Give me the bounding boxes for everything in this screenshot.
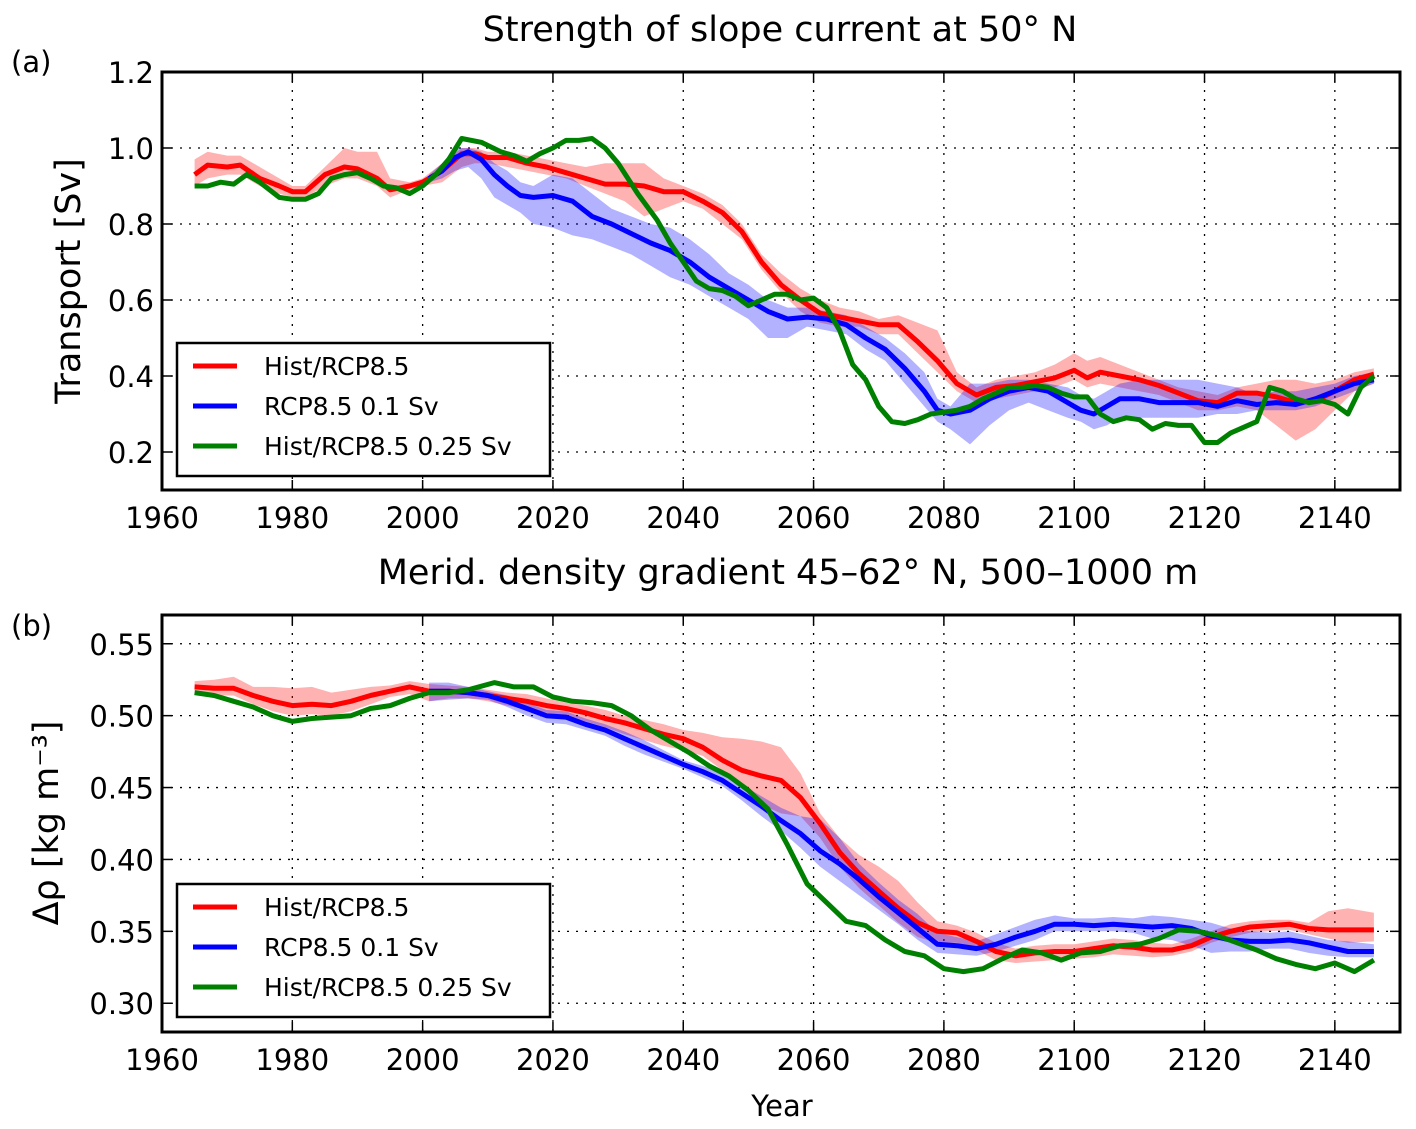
- panel-b-grid: [162, 615, 1400, 1032]
- legend-entry-label: Hist/RCP8.5 0.25 Sv: [264, 973, 512, 1002]
- legend-entry-label: RCP8.5 0.1 Sv: [264, 933, 439, 962]
- x-tick-label: 2000: [386, 501, 460, 535]
- panel-a-frame: [160, 70, 1402, 492]
- x-tick-label: 2140: [1298, 501, 1372, 535]
- panel-b-label: (b): [11, 609, 52, 643]
- x-tick-label: 2060: [777, 501, 851, 535]
- y-tick-label: 0.50: [89, 700, 154, 734]
- legend-box: [175, 341, 552, 478]
- y-tick-label: 0.4: [108, 360, 154, 394]
- x-tick-label: 2060: [777, 1043, 851, 1077]
- series-line-hist-rcp8-5: [193, 151, 1375, 406]
- series-line-rcp8-5-0-1-sv: [427, 149, 1375, 417]
- panel-a: Strength of slope current at 50° N (a) 1…: [11, 10, 1402, 535]
- series-line-rcp8-5-0-1-sv: [429, 688, 1374, 954]
- y-tick-label: 0.2: [108, 436, 154, 470]
- panel-b-legend: Hist/RCP8.5 RCP8.5 0.1 Sv Hist/RCP8.5 0.25…: [175, 882, 552, 1019]
- panel-a-grid: [162, 72, 1400, 490]
- legend-entry-label: Hist/RCP8.5 0.25 Sv: [264, 432, 512, 461]
- x-tick-label: 2020: [516, 1043, 590, 1077]
- band-rcp8-5-0-1-sv: [429, 682, 1374, 958]
- legend-entry-label: Hist/RCP8.5: [264, 352, 409, 381]
- x-tick-label: 1960: [125, 1043, 199, 1077]
- y-tick-label: 0.45: [89, 772, 154, 806]
- x-tick-label: 2120: [1168, 1043, 1242, 1077]
- x-tick-label: 2080: [907, 1043, 981, 1077]
- panel-a-label: (a): [11, 45, 51, 79]
- y-tick-label: 0.40: [89, 843, 154, 877]
- y-tick-label: 0.35: [89, 915, 154, 949]
- x-tick-label: 1980: [255, 501, 329, 535]
- x-tick-label: 2100: [1037, 501, 1111, 535]
- panel-a-ylabel: Transport [Sv]: [49, 158, 89, 405]
- y-tick-label: 1.0: [108, 132, 154, 166]
- y-tick-label: 0.6: [108, 284, 154, 318]
- x-tick-label: 2040: [646, 1043, 720, 1077]
- legend-entry-label: RCP8.5 0.1 Sv: [264, 392, 439, 421]
- panel-b-title: Merid. density gradient 45–62° N, 500–10…: [378, 553, 1199, 593]
- x-tick-label: 1960: [125, 501, 199, 535]
- y-tick-label: 1.2: [108, 56, 154, 90]
- panel-b-xlabel: Year: [750, 1089, 812, 1123]
- x-tick-label: 2140: [1298, 1043, 1372, 1077]
- panel-a-legend: Hist/RCP8.5 RCP8.5 0.1 Sv Hist/RCP8.5 0.25…: [175, 341, 552, 478]
- x-tick-label: 2000: [386, 1043, 460, 1077]
- y-tick-label: 0.8: [108, 208, 154, 242]
- x-tick-label: 1980: [255, 1043, 329, 1077]
- x-tick-label: 2020: [516, 501, 590, 535]
- panel-a-title: Strength of slope current at 50° N: [483, 10, 1078, 50]
- x-tick-label: 2040: [646, 501, 720, 535]
- panel-b-ticks: 1960 1980 2000 2020 2040 2060 2080 2100 2120 2140…: [89, 615, 1400, 1077]
- panel-a-lines: [193, 136, 1376, 445]
- panel-b-frame: [160, 613, 1402, 1034]
- panel-b-ylabel: Δρ [kg m⁻³]: [27, 721, 67, 926]
- x-tick-label: 2100: [1037, 1043, 1111, 1077]
- series-line-hist-rcp8-5-0-25-sv: [194, 136, 1376, 445]
- x-tick-label: 2080: [907, 501, 981, 535]
- series-line-hist-rcp8-5: [194, 684, 1374, 959]
- panel-b-lines: [194, 680, 1376, 975]
- panel-b: Merid. density gradient 45–62° N, 500–10…: [11, 553, 1402, 1123]
- panel-a-ticks: 1960 1980 2000 2020 2040 2060 2080 2100 2120 2140…: [108, 56, 1400, 535]
- legend-entry-label: Hist/RCP8.5: [264, 893, 409, 922]
- y-tick-label: 0.30: [89, 987, 154, 1021]
- legend-box: [175, 882, 552, 1019]
- y-tick-label: 0.55: [89, 628, 154, 662]
- series-line-hist-rcp8-5-0-25-sv: [194, 680, 1376, 975]
- x-tick-label: 2120: [1168, 501, 1242, 535]
